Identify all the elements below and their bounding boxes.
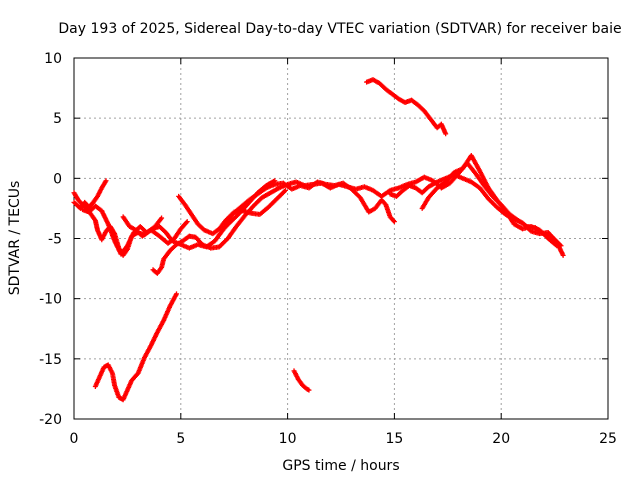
- data-point: [184, 219, 190, 225]
- series-arc-8: [387, 172, 566, 258]
- data-point: [159, 215, 165, 221]
- x-tick-label: 10: [279, 431, 297, 447]
- series-arc-10: [364, 77, 449, 137]
- x-tick-label: 0: [70, 431, 79, 447]
- data-point: [306, 387, 312, 393]
- data-points: [71, 77, 566, 403]
- x-tick-label: 25: [599, 431, 617, 447]
- data-point: [391, 218, 397, 224]
- y-tick-label: -10: [39, 292, 62, 308]
- x-tick-labels: 0 5 10 15 20 25: [70, 431, 617, 447]
- series-arc-2: [71, 178, 109, 211]
- series-arc-11: [92, 291, 180, 403]
- series-arc-7: [216, 179, 397, 238]
- data-point: [174, 291, 180, 297]
- x-tick-label: 5: [176, 431, 185, 447]
- series-arc-4: [120, 214, 165, 239]
- series-arc-9: [419, 152, 560, 249]
- y-tick-label: 10: [44, 51, 62, 67]
- x-tick-label: 15: [385, 431, 403, 447]
- axis-ticks: [73, 57, 609, 420]
- y-tick-label: -15: [39, 352, 62, 368]
- grid-lines: [74, 58, 608, 419]
- chart-title: Day 193 of 2025, Sidereal Day-to-day VTE…: [58, 21, 621, 37]
- series-arc-12: [291, 368, 312, 393]
- data-point: [103, 178, 109, 184]
- x-axis-label: GPS time / hours: [282, 458, 399, 474]
- y-tick-label: 0: [53, 171, 62, 187]
- y-tick-label: -20: [39, 412, 62, 428]
- data-point: [560, 252, 566, 258]
- y-tick-labels: -20 -15 -10 -5 0 5 10: [39, 51, 62, 428]
- data-point: [391, 219, 397, 225]
- y-axis-label: SDTVAR / TECUs: [7, 181, 23, 296]
- y-tick-label: -5: [48, 232, 62, 248]
- data-point: [554, 243, 560, 249]
- data-point: [282, 187, 288, 193]
- data-point: [443, 131, 449, 137]
- x-tick-label: 20: [492, 431, 510, 447]
- y-tick-label: 5: [53, 111, 62, 127]
